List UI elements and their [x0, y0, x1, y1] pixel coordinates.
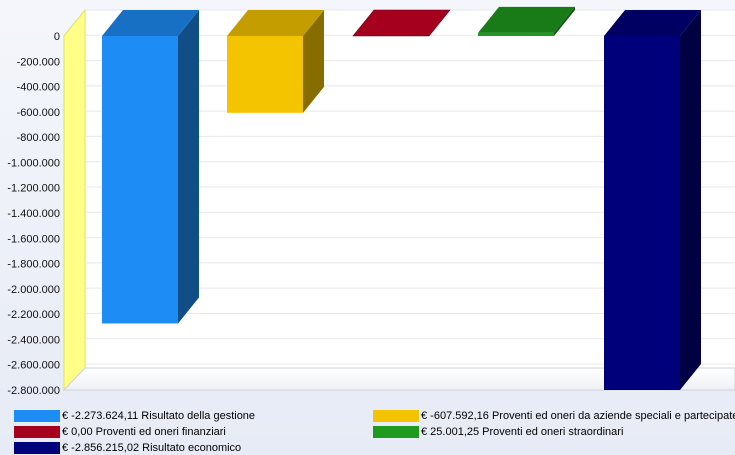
left-axis-wall — [63, 8, 86, 392]
legend-label: € 0,00 Proventi ed oneri finanziari — [62, 426, 226, 438]
legend-swatch — [14, 442, 60, 454]
plot-floor — [62, 367, 735, 391]
y-tick-label: -1.400.000 — [7, 208, 60, 220]
y-tick-label: -1.800.000 — [7, 259, 60, 271]
bar-top-face — [478, 6, 575, 33]
legend-swatch — [373, 426, 419, 438]
bar-front-face — [102, 36, 178, 324]
legend-label: € -2.856.215,02 Risultato economico — [62, 442, 242, 454]
bar-1 — [102, 10, 199, 324]
y-tick-label: -1.200.000 — [7, 183, 60, 195]
y-tick-label: -2.800.000 — [7, 385, 60, 397]
bar-top-face — [604, 10, 701, 36]
y-tick-label: -400.000 — [17, 82, 60, 94]
bar-side-face — [680, 10, 701, 390]
bar-top-face — [227, 10, 324, 36]
legend-label: € -2.273.624,11 Risultato della gestione — [62, 410, 256, 422]
bar-side-face — [178, 10, 199, 324]
bar-2 — [227, 10, 324, 113]
legend-label: € -607.592,16 Proventi ed oneri da azien… — [421, 410, 735, 422]
y-tick-label: -2.600.000 — [7, 360, 60, 372]
bars — [102, 6, 701, 390]
bar-top-face — [352, 9, 451, 37]
y-tick-label: -800.000 — [17, 132, 60, 144]
legend-swatch — [14, 426, 60, 438]
legend-item-oneri-straordinari: € 25.001,25 Proventi ed oneri straordina… — [373, 425, 623, 439]
legend-swatch — [373, 410, 419, 422]
legend-swatch — [14, 410, 60, 422]
bar-side-face — [303, 10, 324, 113]
legend-label: € 25.001,25 Proventi ed oneri straordina… — [421, 426, 624, 438]
bar-side-face — [554, 6, 575, 37]
legend: € -2.273.624,11 Risultato della gestione… — [0, 404, 735, 455]
y-tick-label: -600.000 — [17, 107, 60, 119]
bar-front-face — [478, 32, 554, 36]
y-tick-label: -1.000.000 — [7, 157, 60, 169]
bar-4 — [478, 6, 575, 37]
bar-front-face — [227, 36, 303, 113]
y-tick-label: -2.400.000 — [7, 334, 60, 346]
bar-front-face — [604, 36, 680, 390]
bar-3 — [352, 9, 451, 37]
bar-5 — [604, 10, 701, 390]
legend-item-oneri-finanziari: € 0,00 Proventi ed oneri finanziari — [14, 425, 226, 439]
y-axis-ticks: 0 -200.000 -400.000 -600.000 -800.000 -1.000.… — [7, 31, 60, 397]
y-tick-label: -1.600.000 — [7, 233, 60, 245]
y-tick-label: 0 — [54, 31, 60, 43]
waterfall-bar-chart: 0 -200.000 -400.000 -600.000 -800.000 -1.000.… — [7, 6, 735, 397]
y-tick-label: -200.000 — [17, 56, 60, 68]
y-tick-label: -2.200.000 — [7, 309, 60, 321]
bar-top-face — [102, 10, 199, 36]
legend-item-aziende-speciali: € -607.592,16 Proventi ed oneri da azien… — [373, 409, 735, 423]
legend-item-risultato-gestione: € -2.273.624,11 Risultato della gestione — [14, 409, 255, 423]
y-tick-label: -2.000.000 — [7, 284, 60, 296]
legend-item-risultato-economico: € -2.856.215,02 Risultato economico — [14, 441, 241, 455]
